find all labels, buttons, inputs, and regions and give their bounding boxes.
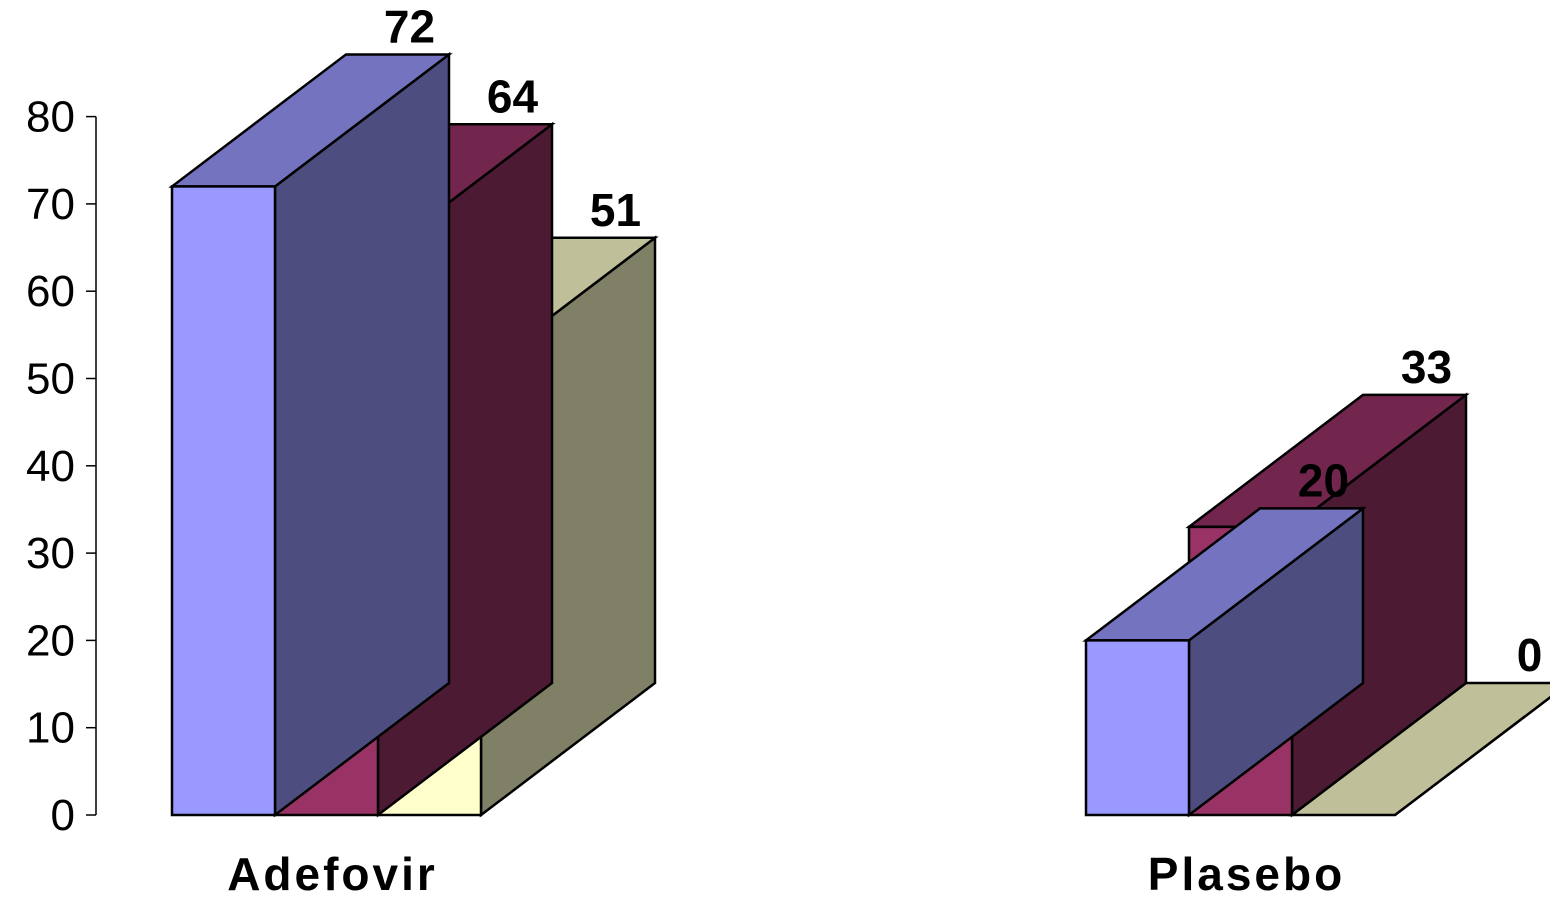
- data-label: 51: [590, 184, 641, 236]
- data-label: 72: [384, 0, 435, 52]
- label-group: 72 64 51 Adefovir 20 33 0 Plasebo: [227, 0, 1542, 898]
- y-axis: 0 10 20 30 40 50 60 70 80: [26, 93, 97, 840]
- y-tick-label: 70: [26, 180, 75, 229]
- category-label: Adefovir: [227, 848, 438, 898]
- data-label: 64: [487, 70, 539, 122]
- bar-front: [170, 185, 277, 817]
- y-tick-label: 10: [26, 704, 75, 753]
- bar-side: [273, 51, 451, 818]
- y-tick-label: 0: [51, 791, 75, 840]
- y-tick-label: 80: [26, 93, 75, 142]
- bar-front: [1084, 639, 1191, 817]
- y-tick-label: 30: [26, 529, 75, 578]
- data-label: 20: [1298, 454, 1349, 506]
- bar-adefovir-s1: [168, 51, 453, 818]
- y-tick-label: 60: [26, 267, 75, 316]
- y-tick-label: 50: [26, 355, 75, 404]
- y-tick-label: 40: [26, 442, 75, 491]
- data-label: 0: [1517, 629, 1543, 681]
- bar-group: [168, 51, 1550, 818]
- category-label: Plasebo: [1148, 848, 1345, 898]
- data-label: 33: [1401, 341, 1452, 393]
- bar-plasebo-s1: [1082, 505, 1367, 818]
- y-tick-label: 20: [26, 616, 75, 665]
